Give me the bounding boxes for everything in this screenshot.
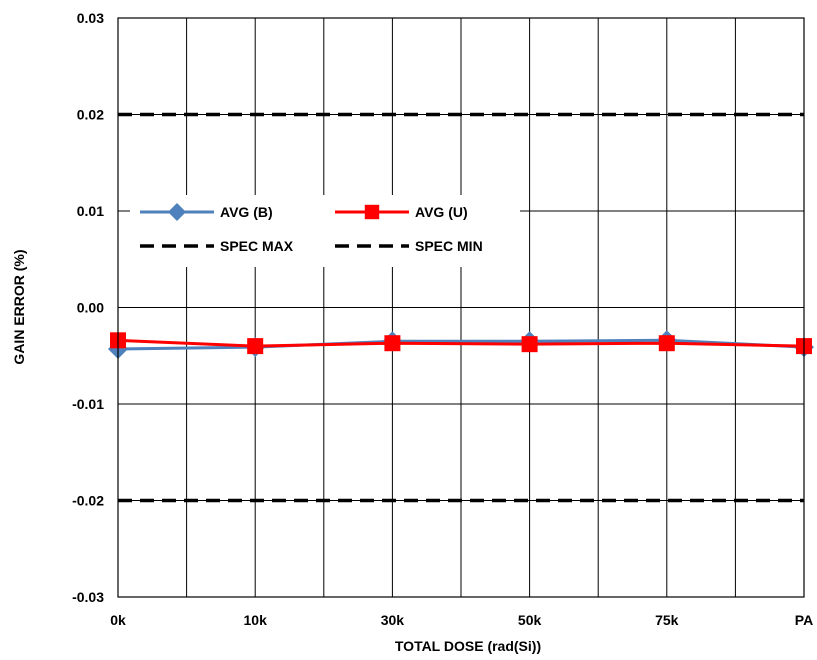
data-series xyxy=(108,330,814,359)
x-tick-label: PA xyxy=(795,612,813,628)
x-tick-label: 0k xyxy=(110,612,126,628)
legend-label: AVG (B) xyxy=(220,204,273,220)
y-tick-label: 0.03 xyxy=(77,10,104,26)
x-tick-label: 50k xyxy=(518,612,542,628)
x-tick-label: 30k xyxy=(381,612,405,628)
grid-lines xyxy=(117,17,805,598)
legend-label: SPEC MIN xyxy=(415,238,483,254)
y-tick-label: -0.01 xyxy=(72,396,104,412)
data-point-square xyxy=(658,335,675,352)
legend-label: SPEC MAX xyxy=(220,238,294,254)
data-point-square xyxy=(247,338,264,355)
y-tick-label: 0.02 xyxy=(77,107,104,123)
x-tick-label: 10k xyxy=(244,612,268,628)
legend-box xyxy=(130,195,520,267)
x-tick-labels: 0k 10k 30k 50k 75k PA xyxy=(110,612,813,628)
y-tick-label: -0.03 xyxy=(72,589,104,605)
data-point-diamond xyxy=(168,203,186,221)
data-point-square xyxy=(364,204,380,220)
legend: AVG (B) AVG (U) SPEC MAX SPEC MIN xyxy=(130,195,520,267)
spec-lines xyxy=(118,112,804,503)
y-tick-label: 0.00 xyxy=(77,300,104,316)
y-tick-label: 0.01 xyxy=(77,203,104,219)
y-tick-label: -0.02 xyxy=(72,493,104,509)
legend-label: AVG (U) xyxy=(415,204,468,220)
x-tick-label: 75k xyxy=(655,612,679,628)
x-axis-label: TOTAL DOSE (rad(Si)) xyxy=(395,638,541,654)
plot-frame xyxy=(117,17,805,598)
y-tick-labels: 0.03 0.02 0.01 0.00 -0.01 -0.02 -0.03 xyxy=(72,10,104,605)
data-point-square xyxy=(384,335,401,352)
series-line-avg-u xyxy=(117,338,805,348)
data-point-square xyxy=(521,336,538,353)
y-axis-label: GAIN ERROR (%) xyxy=(11,249,27,364)
series-line-avg-b xyxy=(117,338,805,351)
